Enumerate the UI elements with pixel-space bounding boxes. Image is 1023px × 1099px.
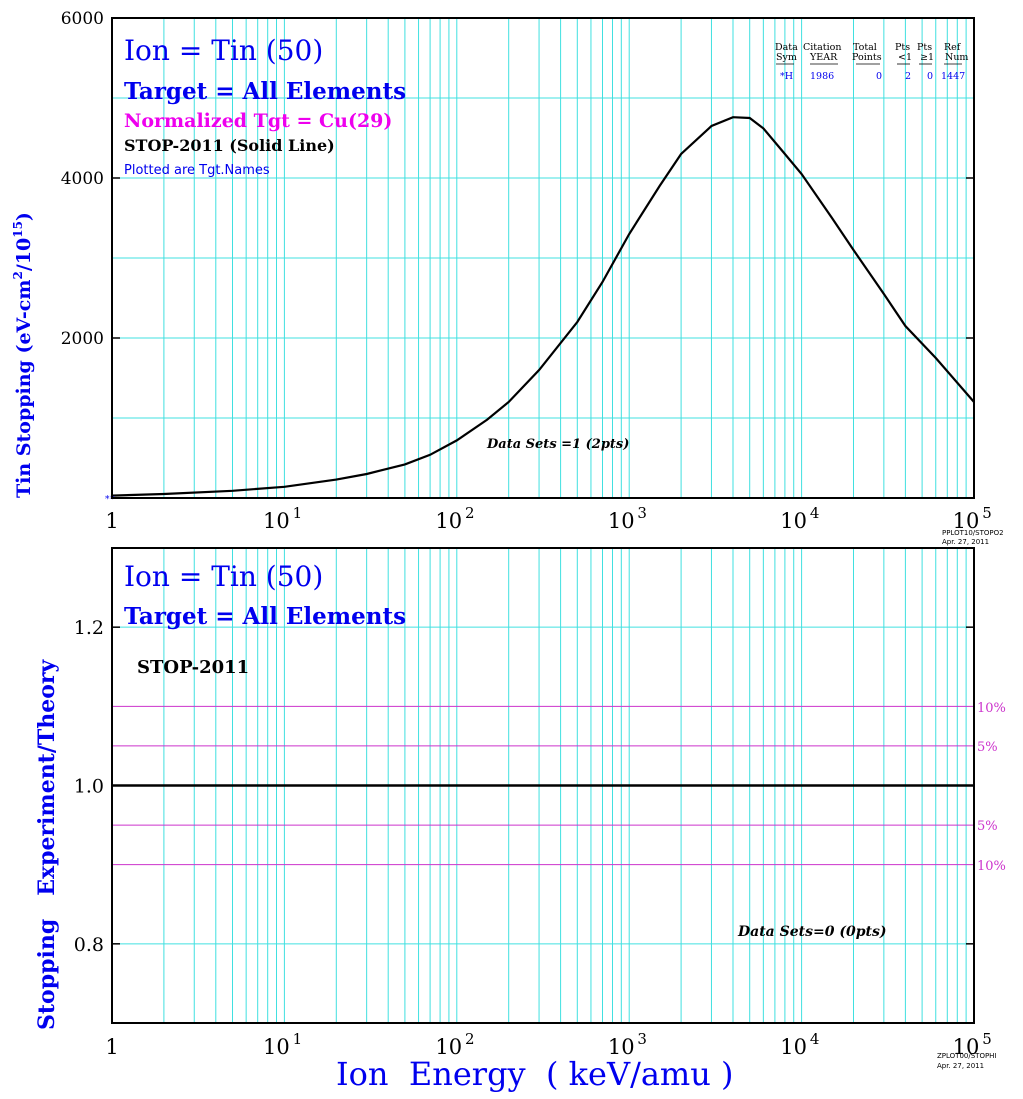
band-label-plus10: 10%	[977, 701, 1006, 716]
bottom-y-tick-label: 1.0	[74, 776, 104, 798]
data-point-marker: *	[105, 495, 110, 505]
top-x-tick-label: 10	[608, 509, 635, 533]
legend-cell-total: 0	[876, 71, 882, 82]
top-x-tick-exponent: 1	[293, 504, 303, 522]
bottom-x-tick-label: 1	[105, 1035, 118, 1059]
plotted-names-label: Plotted are Tgt.Names	[124, 163, 270, 178]
bottom-x-tick-label: 10	[780, 1035, 807, 1059]
legend-header-ref: Ref	[944, 42, 962, 53]
data-point-marker: *	[110, 495, 115, 505]
band-label-minus10: 10%	[977, 859, 1006, 874]
top-x-tick-exponent: 5	[982, 504, 992, 522]
bottom-x-tick-label: 10	[263, 1035, 290, 1059]
bottom-footer-code: ZPLOT00/STOPHI	[937, 1052, 997, 1060]
bottom-y-tick-label: 1.2	[74, 617, 104, 639]
bottom-x-tick-label: 10	[953, 1035, 980, 1059]
top-x-tick-label: 10	[435, 509, 462, 533]
top-data-sets-label: Data Sets =1 (2pts)	[486, 437, 629, 452]
legend-header-data: Data	[775, 42, 798, 53]
legend-cell-lt1: 2	[905, 71, 911, 82]
top-y-tick-label: 2000	[61, 329, 104, 349]
legend-header-pts1: Pts	[895, 42, 910, 53]
theory-curve	[111, 116, 975, 497]
bottom-theory-label: STOP-2011	[137, 657, 249, 678]
bottom-footer-date: Apr. 27, 2011	[937, 1062, 984, 1070]
data-markers: * *	[105, 495, 115, 505]
legend-header-year: YEAR	[809, 52, 838, 63]
legend-header-total: Total	[853, 42, 877, 53]
top-x-tick-label: 10	[780, 509, 807, 533]
bottom-x-tick-exponent: 4	[810, 1030, 820, 1048]
band-label-minus5: 5%	[977, 819, 998, 834]
top-plot-frame	[111, 17, 975, 499]
bottom-x-tick-label: 10	[435, 1035, 462, 1059]
legend-header-ge1: ≥1	[920, 52, 934, 63]
top-footer-code: PPLOT10/STOPO2	[942, 529, 1004, 537]
top-y-tick-label: 6000	[61, 9, 104, 29]
legend-cell-ref: 1447	[941, 71, 965, 82]
top-x-tick-label: 10	[953, 509, 980, 533]
bottom-x-tick-exponent: 5	[982, 1030, 992, 1048]
citation-legend-table: Data Citation Total Pts Pts Ref Sym YEAR…	[775, 42, 968, 82]
bottom-ion-title: Ion = Tin (50)	[124, 560, 323, 593]
top-x-tick-label: 1	[105, 509, 118, 533]
top-target-title: Target = All Elements	[124, 78, 406, 105]
legend-header-sym: Sym	[776, 52, 797, 63]
legend-cell-ge1: 0	[927, 71, 933, 82]
top-grid	[112, 18, 974, 498]
bottom-y-tick-label: 0.8	[74, 934, 104, 956]
deviation-bands	[112, 705, 974, 866]
bottom-target-title: Target = All Elements	[124, 603, 406, 630]
bottom-x-tick-label: 10	[608, 1035, 635, 1059]
theory-legend-label: STOP-2011 (Solid Line)	[124, 136, 335, 155]
top-x-tick-exponent: 2	[465, 504, 475, 522]
bottom-x-tick-exponent: 3	[637, 1030, 647, 1048]
top-x-tick-exponent: 3	[637, 504, 647, 522]
top-x-axis: 1 10 1 10 2 10 3 10 4 10 5	[105, 504, 991, 533]
top-y-tick-label: 4000	[61, 169, 104, 189]
top-footer-date: Apr. 27, 2011	[942, 538, 989, 546]
legend-header-num: Num	[945, 52, 968, 63]
bottom-data-sets-label: Data Sets=0 (0pts)	[737, 924, 886, 940]
legend-cell-year: 1986	[810, 71, 834, 82]
band-labels: 10% 5% 5% 10%	[977, 701, 1006, 874]
legend-header-points: Points	[852, 52, 882, 63]
top-x-tick-label: 10	[263, 509, 290, 533]
top-x-tick-exponent: 4	[810, 504, 820, 522]
top-y-axis: 2000 4000 6000	[61, 9, 974, 349]
bottom-x-tick-exponent: 1	[293, 1030, 303, 1048]
band-label-plus5: 5%	[977, 740, 998, 755]
bottom-x-axis: 1 10 1 10 2 10 3 10 4 10 5	[105, 1030, 991, 1059]
legend-header-citation: Citation	[803, 42, 841, 53]
bottom-x-tick-exponent: 2	[465, 1030, 475, 1048]
legend-cell-sym: *H	[780, 71, 793, 82]
x-axis-label: Ion Energy ( keV/amu )	[336, 1055, 734, 1093]
top-y-axis-label: Tin Stopping (eV-cm2/1015)	[11, 212, 35, 498]
legend-header-pts2: Pts	[917, 42, 932, 53]
bottom-y-axis: 0.8 1.0 1.2	[74, 617, 974, 956]
normalized-target-label: Normalized Tgt = Cu(29)	[124, 110, 392, 132]
legend-header-lt1: <1	[898, 52, 912, 63]
bottom-y-axis-label: Stopping Experiment/Theory	[34, 658, 60, 1030]
top-ion-title: Ion = Tin (50)	[124, 34, 323, 67]
